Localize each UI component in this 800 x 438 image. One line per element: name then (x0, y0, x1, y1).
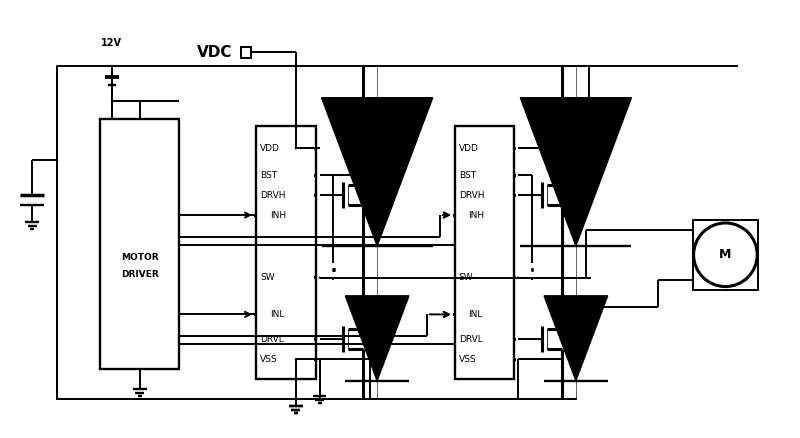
Text: INH: INH (270, 211, 286, 219)
Text: INH: INH (469, 211, 485, 219)
Bar (241, 46, 251, 57)
Text: DRVL: DRVL (260, 335, 284, 344)
Bar (315, 339, 316, 340)
Polygon shape (346, 296, 409, 381)
Text: DRVH: DRVH (260, 191, 286, 200)
Bar (315, 277, 316, 278)
Bar (454, 126, 514, 379)
Text: DRVL: DRVL (458, 335, 482, 344)
Text: INL: INL (469, 310, 483, 319)
Bar (255, 314, 257, 315)
Polygon shape (544, 296, 608, 381)
Text: VSS: VSS (458, 355, 476, 364)
Bar (100, 119, 179, 369)
Text: VDD: VDD (458, 144, 478, 153)
Text: BST: BST (260, 171, 277, 180)
Text: DRVH: DRVH (458, 191, 484, 200)
Bar (693, 220, 758, 290)
Text: DRIVER: DRIVER (121, 270, 158, 279)
Text: VSS: VSS (260, 355, 278, 364)
Text: SW: SW (260, 273, 274, 282)
Bar (256, 126, 315, 379)
Text: VDC: VDC (198, 45, 233, 60)
Polygon shape (322, 98, 433, 246)
Text: MOTOR: MOTOR (121, 253, 158, 262)
Text: VDD: VDD (260, 144, 280, 153)
Bar (315, 194, 316, 196)
Text: SW: SW (458, 273, 474, 282)
Bar (454, 314, 455, 315)
Text: BST: BST (458, 171, 476, 180)
Bar (315, 148, 316, 149)
Text: M: M (719, 248, 732, 261)
Text: INL: INL (270, 310, 284, 319)
Bar (315, 359, 316, 360)
Bar (315, 175, 316, 176)
Polygon shape (520, 98, 631, 246)
Text: 12V: 12V (102, 38, 122, 48)
